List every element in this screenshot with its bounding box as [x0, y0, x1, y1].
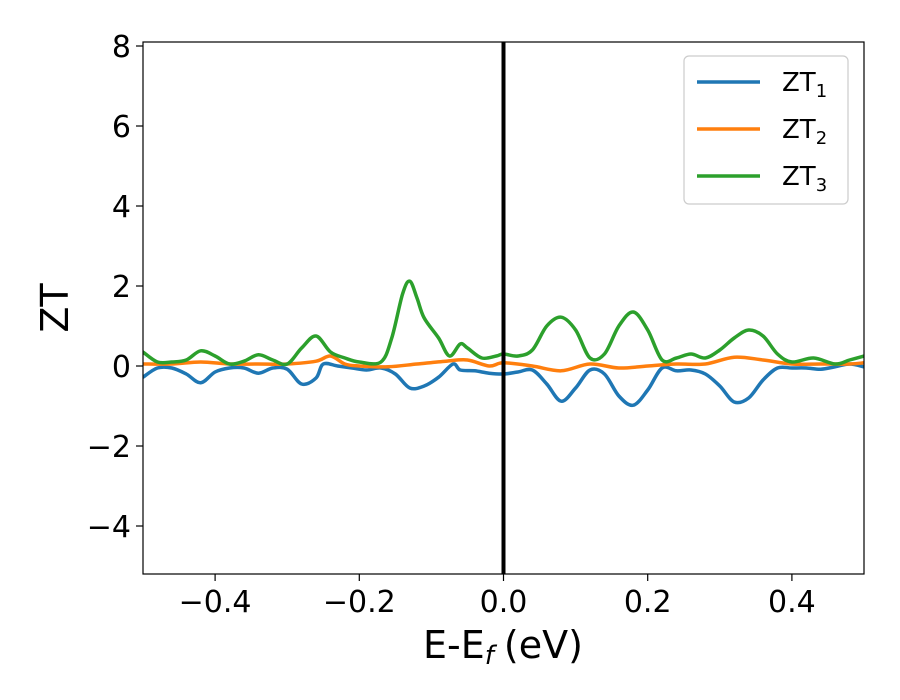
- y-tick-label: 0: [112, 350, 131, 385]
- series-line-zt1: [143, 361, 864, 408]
- series-line-zt3: [143, 279, 864, 367]
- legend-label-zt1: ZT1: [782, 68, 827, 102]
- x-tick-label: 0.4: [768, 585, 816, 620]
- x-axis-ticks: −0.4 −0.2 0.0 0.2 0.4: [179, 574, 816, 620]
- legend: ZT1 ZT2 ZT3: [683, 55, 849, 205]
- x-tick-label: −0.4: [179, 585, 252, 620]
- series-layer: [143, 279, 864, 408]
- y-tick-label: 4: [112, 190, 131, 225]
- legend-label-zt2: ZT2: [782, 115, 827, 149]
- y-axis-label: ZT: [33, 283, 77, 333]
- x-axis-label-main: E-E: [423, 623, 485, 667]
- y-tick-label: −4: [87, 510, 131, 545]
- y-tick-label: 2: [112, 270, 131, 305]
- y-tick-label: 6: [112, 110, 131, 145]
- y-tick-label: 8: [112, 30, 131, 65]
- legend-label-zt3: ZT3: [782, 162, 827, 196]
- x-tick-label: 0.2: [624, 585, 672, 620]
- y-tick-label: −2: [87, 430, 131, 465]
- x-axis-label-sub: f: [485, 641, 498, 671]
- x-tick-label: 0.0: [480, 585, 528, 620]
- x-tick-label: −0.2: [323, 585, 396, 620]
- legend-box: [683, 55, 849, 205]
- x-axis-label: E-Ef (eV): [423, 623, 583, 671]
- y-axis-ticks: −4 −2 0 2 4 6 8: [87, 30, 143, 545]
- x-axis-label-unit: (eV): [504, 623, 583, 667]
